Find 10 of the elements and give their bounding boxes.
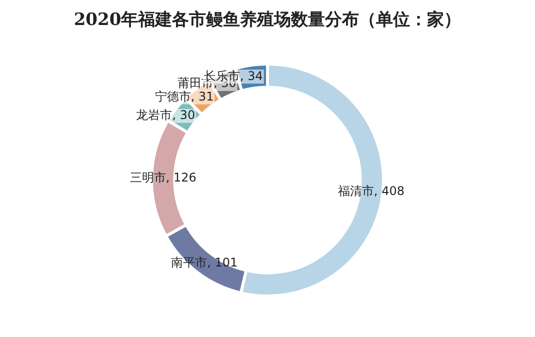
slice-label: 龙岩市 (136, 108, 172, 122)
slice-label: 福清市 (338, 184, 374, 198)
data-label: , 408 (374, 184, 404, 198)
slice-label: 宁德市 (154, 89, 191, 104)
data-label: , 30 (172, 108, 196, 122)
data-label: , 126 (166, 170, 196, 184)
slice-label: 三明市 (130, 170, 166, 184)
data-label: , 34 (240, 68, 263, 83)
chart-title: 2020年福建各市鳗鱼养殖场数量分布（单位：家） (72, 9, 462, 31)
data-label: , 31 (190, 89, 214, 104)
